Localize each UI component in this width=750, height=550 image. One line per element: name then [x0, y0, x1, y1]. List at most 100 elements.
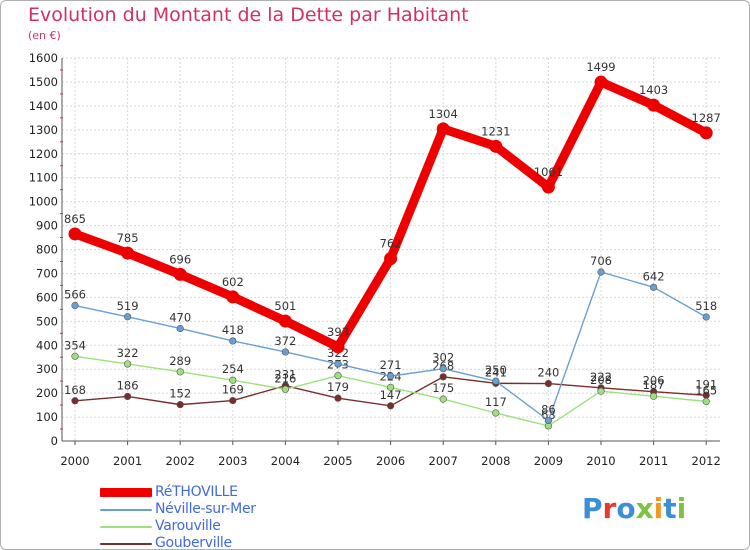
series-2-point	[649, 392, 658, 400]
series-0-data-label: 1403	[639, 83, 668, 97]
series-0-point	[68, 227, 82, 241]
proxiti-logo: Proxiti	[582, 492, 686, 525]
logo-letter: i	[653, 492, 664, 525]
series-1-point	[492, 377, 500, 385]
series-0-data-label: 1304	[429, 107, 458, 121]
series-2-point	[71, 352, 79, 360]
chart-title: Evolution du Montant de la Dette par Hab…	[28, 4, 469, 26]
legend-label: Varouville	[155, 518, 221, 534]
series-3-point	[544, 379, 553, 388]
series-1-point	[649, 283, 658, 291]
series-1-point	[387, 372, 395, 380]
series-1-point	[439, 365, 447, 373]
logo-letter: x	[635, 492, 654, 525]
legend-label: Néville-sur-Mer	[155, 501, 256, 517]
series-2-data-label: 117	[485, 395, 507, 409]
y-tick-label: 1500	[29, 75, 58, 89]
series-2-point	[597, 387, 605, 395]
series-2-data-label: 187	[643, 378, 665, 392]
legend-swatch	[100, 526, 152, 528]
legend-item: RéTHOVILLE	[100, 484, 360, 501]
series-0-point	[384, 252, 398, 266]
x-tick-label: 2012	[692, 454, 721, 468]
legend-item: Néville-sur-Mer	[100, 501, 360, 518]
series-0-point	[121, 246, 135, 260]
series-2-point	[334, 372, 342, 380]
series-0-data-label: 865	[64, 212, 86, 226]
x-tick-label: 2004	[271, 454, 300, 468]
series-0-data-label: 602	[222, 275, 244, 289]
y-tick-label: 1000	[29, 195, 58, 209]
series-1-data-label: 470	[169, 310, 191, 324]
series-2-data-label: 254	[222, 362, 244, 376]
series-0-point	[436, 122, 450, 136]
series-2-point	[229, 376, 237, 384]
y-tick-label: 0	[51, 434, 58, 448]
series-0-data-label: 1061	[534, 165, 563, 179]
series-2-point	[439, 395, 447, 403]
chart-subtitle: (en €)	[28, 29, 61, 42]
logo-letter: o	[616, 492, 636, 525]
series-0-data-label: 393	[327, 325, 349, 339]
series-1-data-label: 302	[432, 351, 454, 365]
y-tick-label: 200	[36, 386, 58, 400]
series-1-data-label: 250	[485, 363, 507, 377]
series-2-point	[176, 368, 184, 376]
series-0-point	[489, 139, 503, 153]
y-tick-label: 300	[36, 362, 58, 376]
x-tick-label: 2011	[639, 454, 668, 468]
series-0-point	[594, 75, 608, 89]
series-1-point	[71, 301, 79, 310]
series-1-data-label: 271	[380, 358, 402, 372]
series-3-point	[387, 402, 395, 410]
series-3-data-label: 186	[117, 378, 139, 392]
series-0-data-label: 696	[169, 252, 191, 266]
series-2-point	[281, 385, 290, 393]
x-tick-label: 2009	[534, 454, 563, 468]
series-3-data-label: 231	[274, 368, 296, 382]
y-tick-label: 100	[36, 410, 58, 424]
series-2-data-label: 175	[432, 381, 454, 395]
series-3-data-label: 147	[380, 388, 402, 402]
series-0-point	[331, 340, 345, 354]
series-0-point	[699, 126, 713, 140]
series-1-data-label: 566	[64, 288, 86, 302]
x-tick-label: 2005	[323, 454, 352, 468]
series-1-point	[544, 416, 553, 425]
x-tick-label: 2006	[376, 454, 405, 468]
logo-letter: P	[582, 492, 603, 525]
logo-letter: r	[602, 492, 617, 525]
series-2-point	[492, 409, 500, 417]
series-0-data-label: 1499	[586, 60, 615, 74]
series-2-data-label: 322	[117, 346, 139, 360]
series-0-point	[647, 98, 661, 112]
series-1-point	[597, 268, 605, 276]
y-tick-label: 800	[36, 243, 58, 257]
y-tick-label: 1600	[29, 51, 58, 65]
series-3-point	[229, 396, 237, 405]
series-3-point	[123, 392, 132, 401]
series-1-data-label: 372	[274, 334, 296, 348]
series-3-data-label: 240	[537, 366, 559, 380]
series-3-data-label: 169	[222, 383, 244, 397]
series-3-point	[439, 373, 447, 381]
series-3-data-label: 206	[643, 374, 665, 388]
x-tick-label: 2010	[586, 454, 615, 468]
series-2-data-label: 165	[695, 384, 717, 398]
series-1-point	[229, 337, 237, 345]
y-tick-label: 600	[36, 290, 58, 304]
y-tick-label: 1100	[29, 171, 58, 185]
y-tick-label: 1400	[29, 99, 58, 113]
legend-item: Gouberville	[100, 535, 360, 550]
series-1-point	[123, 313, 132, 321]
legend-label: Gouberville	[155, 535, 232, 550]
x-tick-label: 2008	[481, 454, 510, 468]
series-3-data-label: 241	[485, 365, 507, 379]
series-2-point	[123, 360, 132, 368]
legend-swatch	[100, 543, 152, 545]
series-1-data-label: 518	[695, 299, 717, 313]
series-2-point	[702, 397, 710, 406]
legend-swatch	[100, 488, 152, 497]
